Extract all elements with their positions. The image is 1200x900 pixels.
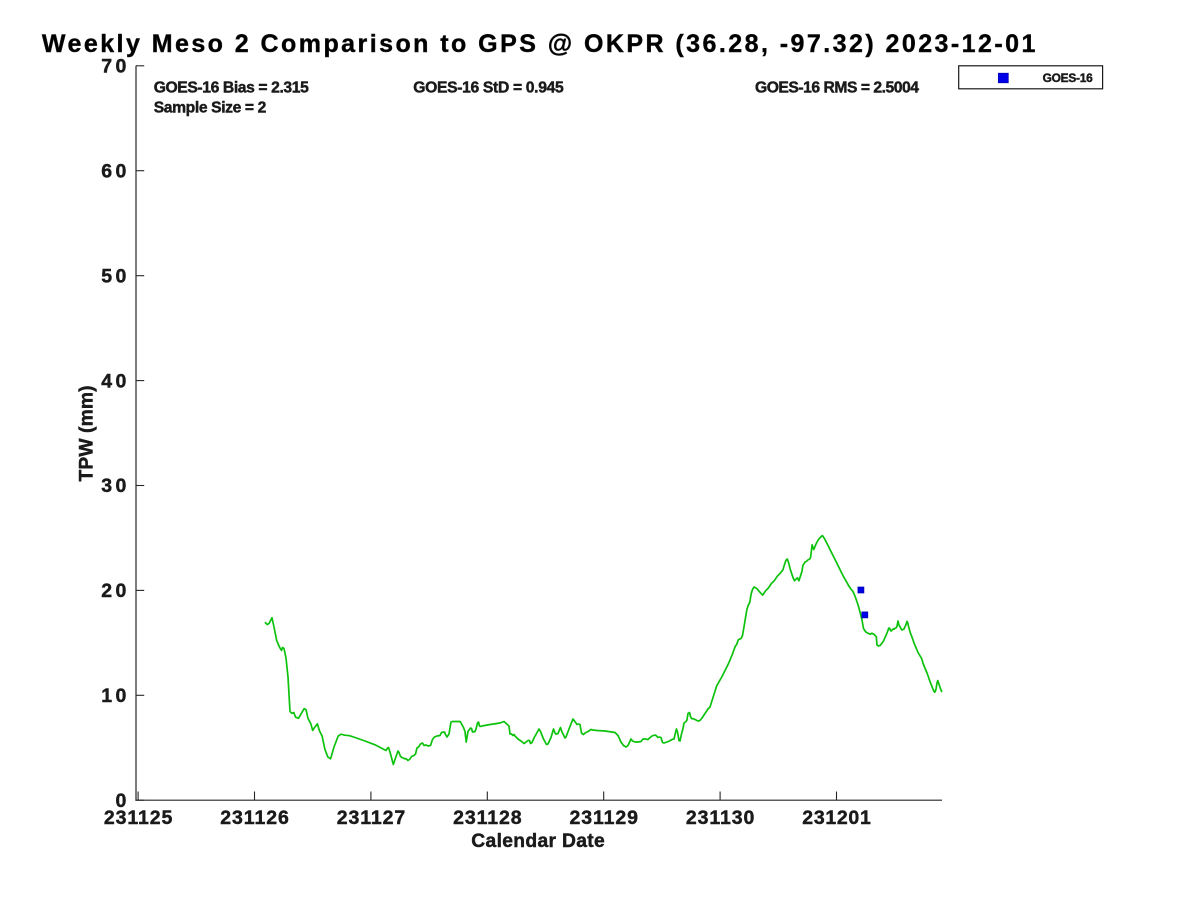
svg-text:GOES-16 StD = 0.945: GOES-16 StD = 0.945 [413, 79, 564, 96]
svg-text:231126: 231126 [220, 807, 289, 829]
svg-text:GOES-16: GOES-16 [1043, 71, 1094, 85]
svg-text:231129: 231129 [570, 807, 639, 829]
svg-text:GOES-16 Bias = 2.315: GOES-16 Bias = 2.315 [154, 79, 309, 96]
svg-text:Sample Size = 2: Sample Size = 2 [154, 100, 267, 117]
svg-text:GOES-16 RMS = 2.5004: GOES-16 RMS = 2.5004 [755, 79, 919, 96]
svg-text:231128: 231128 [453, 807, 522, 829]
svg-text:231127: 231127 [337, 807, 406, 829]
svg-text:Weekly Meso 2 Comparison to GP: Weekly Meso 2 Comparison to GPS @ OKPR (… [42, 30, 1036, 58]
svg-text:0: 0 [115, 790, 126, 812]
svg-text:231130: 231130 [686, 807, 755, 829]
svg-text:231125: 231125 [104, 807, 173, 829]
svg-text:Calendar Date: Calendar Date [471, 831, 605, 852]
svg-text:TPW (mm): TPW (mm) [77, 386, 98, 482]
svg-text:231201: 231201 [802, 807, 871, 829]
